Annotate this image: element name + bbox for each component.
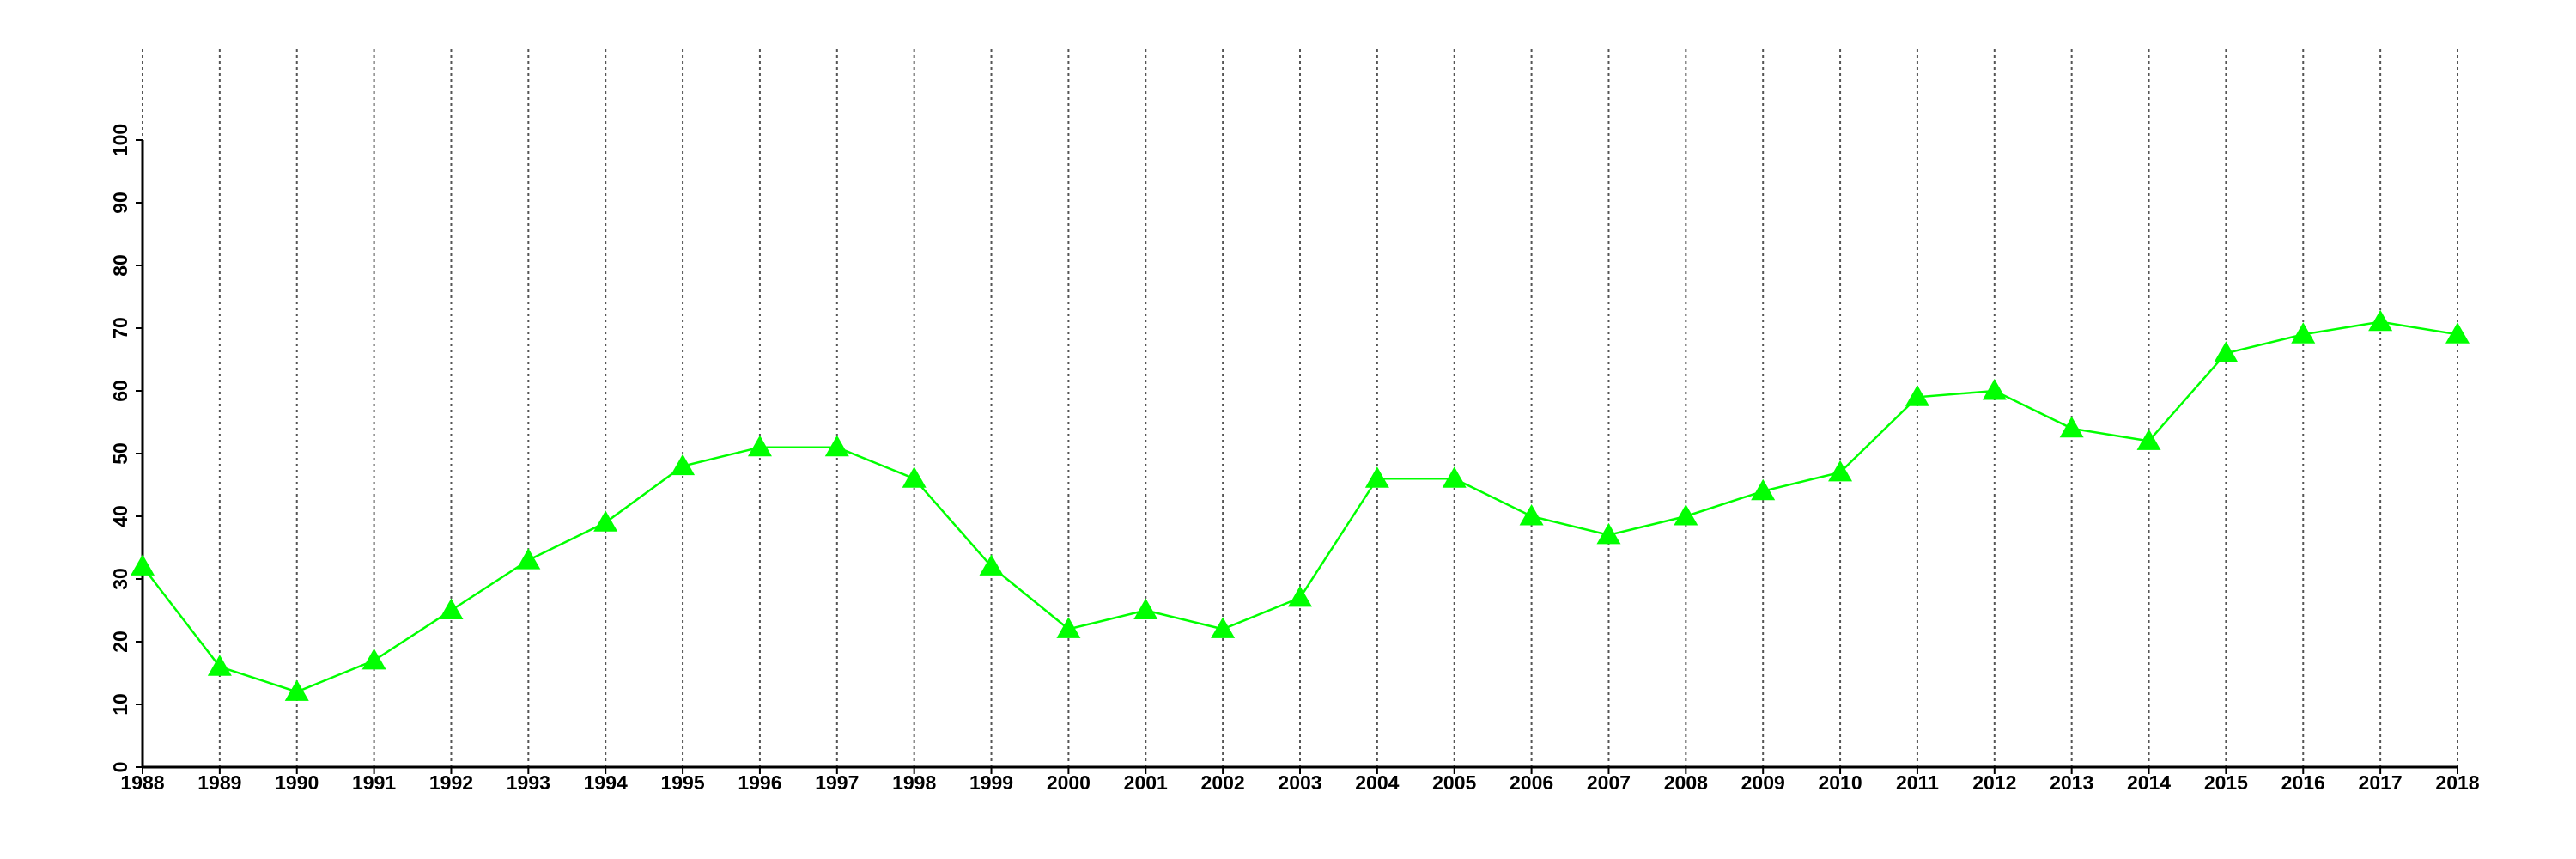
- point-marker: [902, 466, 927, 488]
- x-tick-label: 2001: [1124, 771, 1168, 794]
- x-tick-label: 2007: [1587, 771, 1631, 794]
- y-tick-label: 90: [109, 192, 131, 214]
- x-tick-label: 2003: [1278, 771, 1321, 794]
- x-tick-label: 2000: [1047, 771, 1091, 794]
- x-tick-label: 1991: [352, 771, 396, 794]
- x-tick-label: 1989: [197, 771, 241, 794]
- y-tick-label: 50: [109, 442, 131, 465]
- point-marker: [1364, 466, 1389, 488]
- point-marker: [2291, 322, 2316, 344]
- x-tick-label: 1988: [120, 771, 164, 794]
- point-marker: [284, 679, 309, 701]
- x-tick-label: 2011: [1896, 771, 1939, 794]
- x-tick-label: 2016: [2281, 771, 2325, 794]
- y-tick-label: 40: [109, 505, 131, 527]
- x-tick-label: 2006: [1510, 771, 1553, 794]
- y-tick-label: 80: [109, 254, 131, 277]
- point-marker: [1905, 385, 1929, 406]
- point-marker: [1442, 466, 1467, 488]
- x-tick-label: 2010: [1818, 771, 1862, 794]
- point-marker: [1982, 379, 2007, 400]
- y-tick-label: 60: [109, 380, 131, 402]
- point-marker: [1211, 617, 1236, 638]
- y-tick-label: 0: [109, 762, 131, 773]
- x-tick-label: 1998: [892, 771, 936, 794]
- point-marker: [516, 548, 541, 570]
- point-marker: [131, 554, 155, 576]
- point-marker: [671, 454, 696, 476]
- point-marker: [979, 554, 1004, 576]
- y-tick-label: 70: [109, 317, 131, 339]
- x-tick-label: 1990: [275, 771, 319, 794]
- point-marker: [2059, 416, 2084, 438]
- x-tick-label: 2002: [1201, 771, 1245, 794]
- x-tick-label: 2005: [1432, 771, 1476, 794]
- x-tick-label: 2017: [2359, 771, 2403, 794]
- x-tick-label: 2014: [2127, 771, 2171, 794]
- point-marker: [2445, 322, 2470, 344]
- point-marker: [1828, 460, 1853, 482]
- point-marker: [824, 435, 849, 457]
- point-marker: [1288, 585, 1312, 607]
- x-tick-label: 1997: [815, 771, 859, 794]
- x-tick-label: 1992: [429, 771, 473, 794]
- x-tick-label: 2008: [1664, 771, 1708, 794]
- y-tick-label: 100: [109, 124, 131, 156]
- x-tick-label: 2004: [1355, 771, 1399, 794]
- point-marker: [2136, 429, 2161, 450]
- point-marker: [1056, 617, 1081, 638]
- point-marker: [1519, 504, 1544, 526]
- point-marker: [747, 435, 772, 457]
- y-tick-label: 10: [109, 693, 131, 716]
- point-marker: [1596, 522, 1621, 545]
- x-tick-label: 2015: [2204, 771, 2248, 794]
- point-marker: [207, 655, 232, 676]
- x-tick-label: 1993: [507, 771, 550, 794]
- point-marker: [1133, 598, 1158, 619]
- point-marker: [1751, 478, 1776, 501]
- point-marker: [1674, 504, 1698, 526]
- x-tick-label: 1995: [660, 771, 704, 794]
- x-tick-label: 1996: [738, 771, 781, 794]
- point-marker: [361, 648, 386, 670]
- x-tick-label: 2018: [2435, 771, 2479, 794]
- point-marker: [593, 510, 618, 532]
- point-marker: [2368, 309, 2393, 332]
- y-tick-label: 30: [109, 568, 131, 590]
- x-tick-label: 1999: [969, 771, 1013, 794]
- point-marker: [439, 598, 464, 619]
- x-tick-label: 2009: [1741, 771, 1785, 794]
- y-tick-label: 20: [109, 631, 131, 653]
- x-tick-label: 1994: [584, 771, 628, 794]
- x-tick-label: 2013: [2050, 771, 2093, 794]
- point-marker: [2214, 341, 2239, 362]
- x-tick-label: 2012: [1972, 771, 2016, 794]
